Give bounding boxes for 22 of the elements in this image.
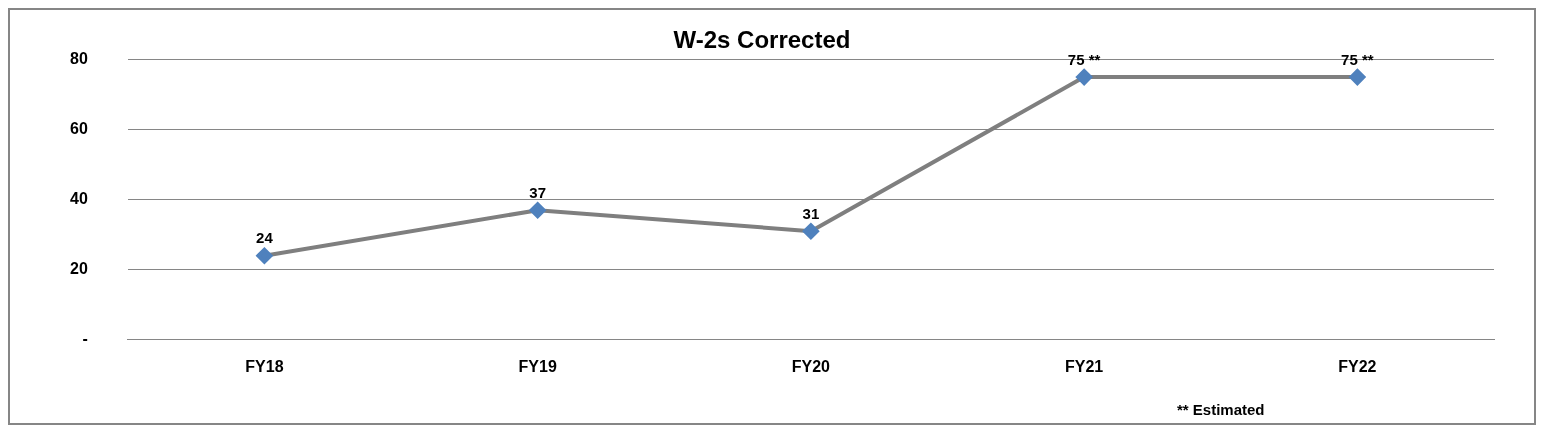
data-label: 31 [802, 204, 820, 222]
x-tick-label: FY19 [518, 357, 557, 375]
point [1349, 69, 1366, 86]
y-tick-label: 20 [70, 260, 88, 278]
data-label: 75 ** [1067, 50, 1101, 68]
y-tick-label: 60 [70, 120, 88, 138]
data-label: 37 [529, 183, 546, 201]
point [802, 223, 819, 240]
point [1076, 69, 1093, 86]
y-tick-label: - [82, 330, 88, 348]
data-label: 75 ** [1341, 50, 1374, 68]
x-tick-label: FY20 [791, 357, 831, 375]
chart-title: W-2s Corrected [673, 25, 851, 53]
y-tick-label: 80 [70, 50, 88, 68]
x-tick-label: FY22 [1338, 357, 1377, 375]
data-label: 24 [256, 229, 274, 247]
point [256, 247, 273, 264]
x-tick-label: FY21 [1065, 357, 1104, 375]
point [529, 202, 546, 219]
text: ** Estimated [1176, 401, 1265, 418]
x-tick-label: FY18 [245, 357, 284, 375]
y-tick-label: 40 [70, 190, 88, 208]
